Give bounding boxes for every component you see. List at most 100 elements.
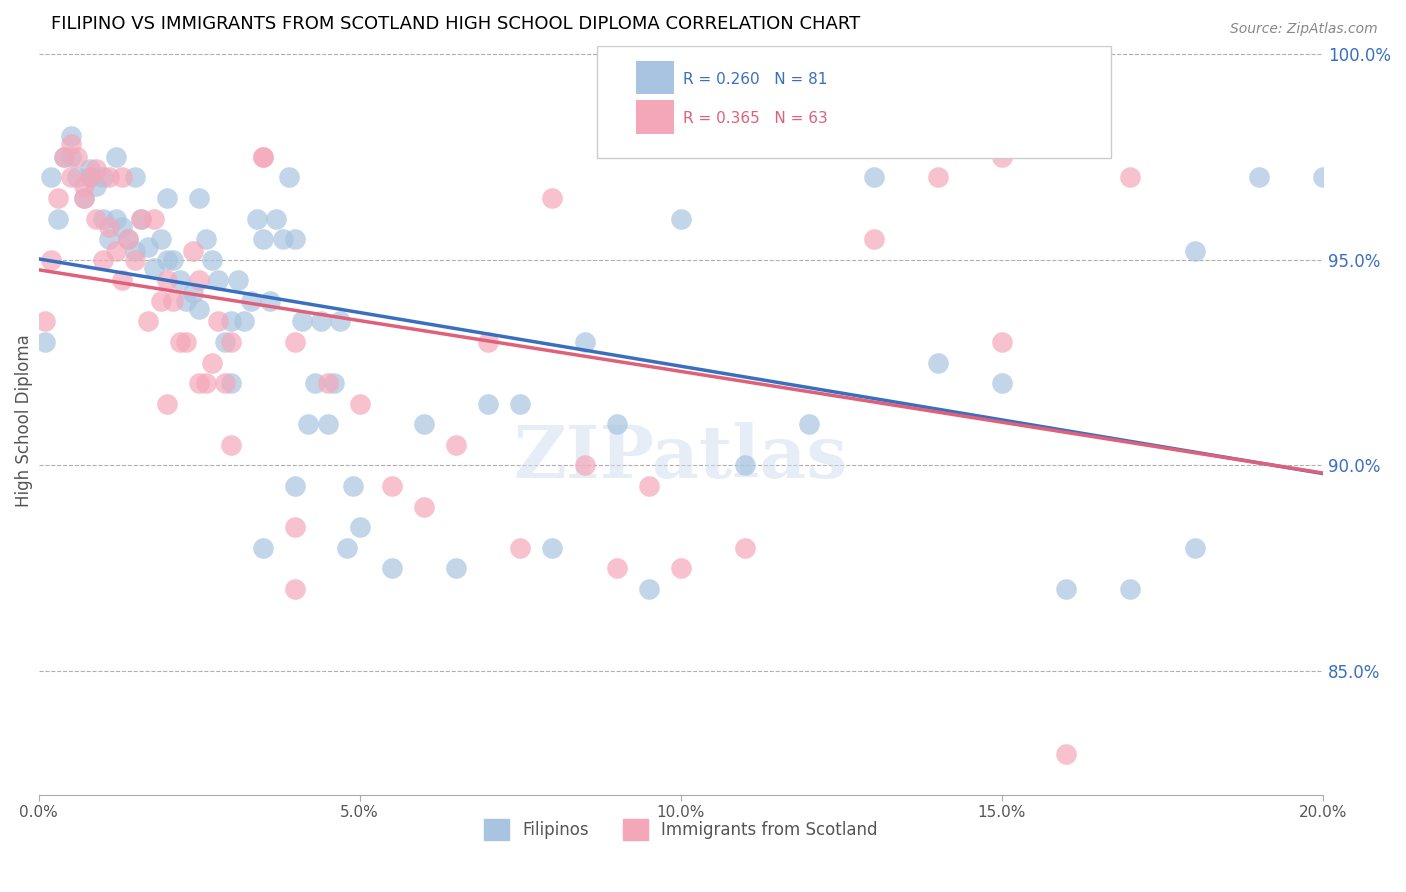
- Point: [246, 211, 269, 226]
- Point: [162, 252, 184, 267]
- Point: [124, 252, 146, 267]
- Point: [111, 219, 134, 234]
- Point: [41, 252, 63, 267]
- Text: ZIPatlas: ZIPatlas: [513, 422, 848, 493]
- Point: [239, 293, 262, 308]
- Point: [226, 273, 249, 287]
- Point: [413, 417, 436, 432]
- Point: [194, 376, 217, 391]
- Point: [284, 582, 307, 596]
- Point: [149, 293, 172, 308]
- Point: [117, 232, 139, 246]
- Point: [143, 211, 166, 226]
- Point: [316, 376, 339, 391]
- Point: [284, 334, 307, 349]
- Point: [991, 334, 1014, 349]
- Point: [188, 273, 211, 287]
- Point: [541, 191, 564, 205]
- Point: [91, 211, 114, 226]
- Point: [799, 129, 821, 144]
- Text: Source: ZipAtlas.com: Source: ZipAtlas.com: [1230, 22, 1378, 37]
- Point: [1054, 747, 1077, 761]
- Text: R = 0.260   N = 81: R = 0.260 N = 81: [683, 72, 828, 87]
- Point: [991, 376, 1014, 391]
- Text: FILIPINO VS IMMIGRANTS FROM SCOTLAND HIGH SCHOOL DIPLOMA CORRELATION CHART: FILIPINO VS IMMIGRANTS FROM SCOTLAND HIG…: [52, 15, 860, 33]
- Point: [194, 232, 217, 246]
- Point: [79, 170, 101, 185]
- Point: [46, 211, 69, 226]
- Point: [444, 438, 467, 452]
- Point: [156, 273, 179, 287]
- FancyBboxPatch shape: [598, 45, 1111, 158]
- Point: [53, 150, 76, 164]
- Point: [214, 376, 236, 391]
- Point: [117, 232, 139, 246]
- Point: [381, 479, 404, 493]
- Point: [927, 170, 949, 185]
- Point: [862, 232, 884, 246]
- Point: [316, 417, 339, 432]
- Point: [53, 150, 76, 164]
- Point: [252, 232, 274, 246]
- Point: [72, 191, 94, 205]
- Point: [72, 191, 94, 205]
- Point: [181, 244, 204, 259]
- Point: [207, 273, 229, 287]
- Point: [156, 252, 179, 267]
- Point: [669, 211, 692, 226]
- Point: [1184, 541, 1206, 555]
- Bar: [636, 100, 675, 134]
- Point: [59, 150, 82, 164]
- Point: [278, 170, 301, 185]
- Point: [156, 191, 179, 205]
- Point: [104, 244, 127, 259]
- Point: [219, 376, 242, 391]
- Point: [509, 397, 531, 411]
- Point: [34, 334, 56, 349]
- Point: [304, 376, 326, 391]
- Y-axis label: High School Diploma: High School Diploma: [15, 334, 32, 507]
- Point: [284, 479, 307, 493]
- Point: [252, 541, 274, 555]
- Point: [734, 458, 756, 473]
- Point: [991, 150, 1014, 164]
- Point: [111, 273, 134, 287]
- Point: [46, 191, 69, 205]
- Point: [233, 314, 256, 328]
- Point: [271, 232, 294, 246]
- Legend: Filipinos, Immigrants from Scotland: Filipinos, Immigrants from Scotland: [478, 813, 884, 847]
- Point: [111, 170, 134, 185]
- Point: [606, 561, 628, 575]
- Point: [477, 334, 499, 349]
- Bar: [636, 61, 675, 95]
- Point: [252, 150, 274, 164]
- Point: [669, 561, 692, 575]
- Point: [143, 260, 166, 275]
- Point: [862, 170, 884, 185]
- Point: [207, 314, 229, 328]
- Point: [606, 417, 628, 432]
- Point: [1054, 582, 1077, 596]
- Point: [297, 417, 319, 432]
- Point: [201, 355, 224, 369]
- Point: [188, 191, 211, 205]
- Point: [214, 334, 236, 349]
- Point: [174, 334, 197, 349]
- Point: [104, 211, 127, 226]
- Point: [59, 170, 82, 185]
- Point: [59, 137, 82, 152]
- Point: [477, 397, 499, 411]
- Point: [219, 438, 242, 452]
- Point: [136, 240, 159, 254]
- Point: [86, 211, 108, 226]
- Point: [284, 520, 307, 534]
- Point: [79, 170, 101, 185]
- Point: [349, 520, 371, 534]
- Point: [342, 479, 364, 493]
- Point: [98, 219, 121, 234]
- Point: [541, 541, 564, 555]
- Point: [336, 541, 359, 555]
- Point: [41, 170, 63, 185]
- Point: [799, 417, 821, 432]
- Point: [291, 314, 314, 328]
